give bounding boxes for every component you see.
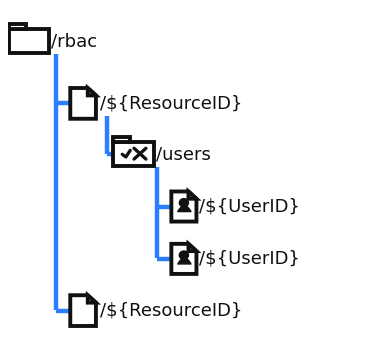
Text: /users: /users	[156, 145, 210, 163]
Text: /${UserID}: /${UserID}	[200, 197, 300, 216]
Text: /${ResourceID}: /${ResourceID}	[100, 301, 242, 320]
Polygon shape	[9, 24, 26, 29]
Circle shape	[179, 251, 189, 259]
Polygon shape	[88, 88, 96, 95]
Polygon shape	[70, 295, 96, 326]
Polygon shape	[70, 88, 96, 119]
Polygon shape	[171, 192, 196, 222]
Polygon shape	[113, 142, 154, 166]
Text: /${ResourceID}: /${ResourceID}	[100, 94, 242, 113]
Polygon shape	[189, 192, 196, 199]
Polygon shape	[113, 137, 130, 142]
Circle shape	[179, 198, 189, 207]
Text: /rbac: /rbac	[51, 32, 97, 50]
Polygon shape	[9, 29, 49, 53]
Text: /${UserID}: /${UserID}	[200, 250, 300, 268]
Polygon shape	[88, 295, 96, 303]
Polygon shape	[189, 244, 196, 251]
Polygon shape	[171, 244, 196, 274]
